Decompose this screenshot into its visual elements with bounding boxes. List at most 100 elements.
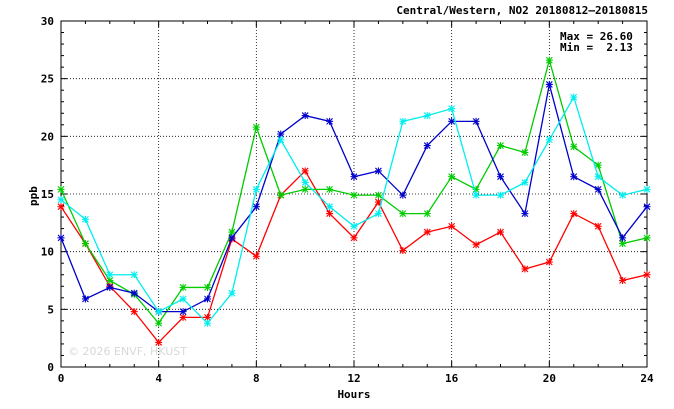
data-point xyxy=(521,148,529,156)
data-point xyxy=(350,234,358,242)
data-point xyxy=(57,234,65,242)
data-point xyxy=(155,338,163,346)
data-point xyxy=(594,161,602,169)
data-point xyxy=(448,117,456,125)
data-point xyxy=(374,167,382,175)
data-point xyxy=(57,196,65,204)
data-point xyxy=(643,234,651,242)
data-point xyxy=(106,271,114,279)
data-point xyxy=(204,295,211,303)
data-point xyxy=(399,117,407,125)
data-point xyxy=(326,185,334,193)
data-point xyxy=(350,173,358,181)
data-point xyxy=(130,289,138,297)
data-point xyxy=(252,123,260,131)
data-point xyxy=(545,80,553,88)
data-point xyxy=(228,289,236,297)
data-point xyxy=(643,203,651,211)
data-point xyxy=(81,215,89,223)
y-axis-ticks: 0 5 10 15 20 25 30 xyxy=(41,15,647,374)
data-point xyxy=(399,191,407,199)
data-point xyxy=(228,228,236,236)
y-tick-label: 30 xyxy=(41,15,54,28)
data-point xyxy=(521,265,529,273)
series-4 xyxy=(57,93,651,327)
max-label: Max = 26.60 xyxy=(560,30,633,43)
data-point xyxy=(130,271,138,279)
x-tick-label: 24 xyxy=(640,372,654,385)
data-point xyxy=(423,142,431,150)
data-point xyxy=(594,222,602,230)
data-point xyxy=(277,191,285,199)
data-point xyxy=(155,319,163,327)
data-point xyxy=(204,319,211,327)
data-point xyxy=(521,210,529,218)
data-point xyxy=(228,234,236,242)
data-point xyxy=(472,241,480,249)
data-point xyxy=(301,185,309,193)
data-point xyxy=(570,210,578,218)
data-point xyxy=(301,167,309,175)
data-point xyxy=(374,191,382,199)
data-point xyxy=(277,136,285,144)
data-point xyxy=(423,210,431,218)
data-point xyxy=(179,283,187,291)
data-point xyxy=(472,117,480,125)
data-point xyxy=(570,173,578,181)
data-point xyxy=(497,228,504,236)
data-point xyxy=(619,191,627,199)
data-point xyxy=(81,295,89,303)
x-tick-label: 20 xyxy=(543,372,556,385)
data-point xyxy=(301,178,309,186)
data-point xyxy=(423,228,431,236)
data-point xyxy=(81,240,89,248)
data-point xyxy=(326,117,334,125)
data-point xyxy=(497,191,504,199)
data-point xyxy=(301,112,309,120)
y-tick-label: 25 xyxy=(41,73,54,86)
data-point xyxy=(179,295,187,303)
data-point xyxy=(594,185,602,193)
data-point xyxy=(252,252,260,260)
data-point xyxy=(130,308,138,316)
data-point xyxy=(545,56,553,64)
data-point xyxy=(545,258,553,266)
data-point xyxy=(399,247,407,255)
data-point xyxy=(252,185,260,193)
data-point xyxy=(619,277,627,284)
y-tick-label: 10 xyxy=(41,246,54,259)
series-2 xyxy=(57,56,651,327)
data-point xyxy=(204,313,211,321)
data-point xyxy=(350,222,358,230)
data-point xyxy=(423,112,431,120)
data-series xyxy=(57,56,651,346)
data-point xyxy=(643,271,651,279)
y-tick-label: 0 xyxy=(47,361,54,374)
data-point xyxy=(57,203,65,211)
data-point xyxy=(448,105,456,113)
data-point xyxy=(204,283,211,291)
y-tick-label: 5 xyxy=(47,303,54,316)
min-label: Min = 2.13 xyxy=(560,41,633,54)
data-point xyxy=(545,136,553,144)
data-point xyxy=(350,191,358,199)
y-tick-label: 20 xyxy=(41,130,54,143)
x-tick-label: 8 xyxy=(253,372,260,385)
chart-title: Central/Western, NO2 20180812–20180815 xyxy=(396,4,648,17)
data-point xyxy=(521,178,529,186)
data-point xyxy=(448,173,456,181)
watermark-text: © 2026 ENVF, HKUST xyxy=(68,345,187,358)
data-point xyxy=(179,313,187,321)
x-tick-label: 16 xyxy=(445,372,459,385)
data-point xyxy=(252,203,260,211)
y-tick-label: 15 xyxy=(41,188,54,201)
x-tick-label: 4 xyxy=(155,372,162,385)
data-point xyxy=(472,191,480,199)
x-axis-label: Hours xyxy=(337,388,370,401)
x-tick-label: 0 xyxy=(58,372,65,385)
data-point xyxy=(570,143,578,151)
data-point xyxy=(497,173,504,181)
data-point xyxy=(155,308,163,316)
x-axis-ticks: 0 4 8 12 16 20 24 xyxy=(58,21,654,385)
